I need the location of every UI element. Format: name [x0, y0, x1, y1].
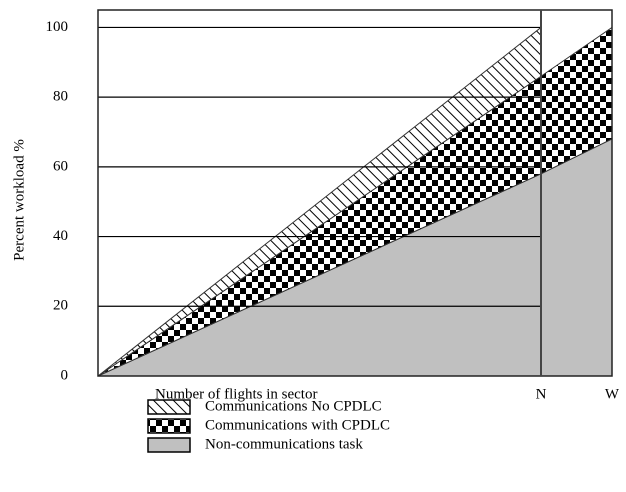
y-axis-label: Percent workload % — [11, 139, 27, 261]
y-tick-label: 60 — [53, 158, 68, 174]
x-tick-label: W — [605, 386, 620, 402]
x-tick-label: N — [536, 386, 547, 402]
y-tick-label: 80 — [53, 89, 68, 105]
y-tick-label: 0 — [61, 367, 69, 383]
legend-swatch — [147, 437, 191, 453]
x-axis-label: Number of flights in sector — [155, 386, 317, 402]
legend-label: Non-communications task — [205, 436, 363, 452]
legend-label: Communications with CPDLC — [205, 417, 390, 433]
legend-swatch — [147, 399, 191, 415]
y-tick-label: 40 — [53, 228, 68, 244]
y-tick-label: 20 — [53, 298, 68, 314]
plot-frame — [97, 9, 613, 377]
y-tick-label: 100 — [46, 19, 69, 35]
legend-label: Communications No CPDLC — [205, 398, 382, 414]
legend-swatch — [147, 418, 191, 434]
